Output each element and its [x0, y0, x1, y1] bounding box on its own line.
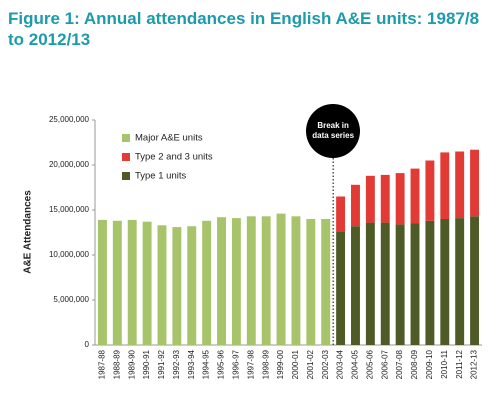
bar: [351, 184, 360, 227]
bar: [172, 227, 182, 345]
x-tick-label: 2010-11: [440, 349, 449, 378]
x-tick-label: 1994-95: [202, 349, 211, 379]
bar: [440, 152, 450, 219]
bar: [202, 220, 212, 345]
bar: [380, 174, 390, 223]
x-tick-label: 2008-09: [410, 349, 419, 379]
x-tick-label: 2009-10: [425, 349, 434, 379]
bar: [157, 225, 167, 345]
bar: [261, 216, 271, 345]
bar: [231, 218, 241, 345]
x-tick-label: 1988-89: [112, 349, 121, 379]
bar: [276, 213, 286, 345]
y-tick-label: 10,000,000: [49, 250, 90, 259]
x-tick-label: 1993-94: [187, 349, 196, 379]
bar: [470, 149, 480, 217]
y-tick-label: 5,000,000: [53, 295, 89, 304]
legend-label: Major A&E units: [135, 133, 203, 144]
y-tick-label: 15,000,000: [49, 205, 90, 214]
bar: [351, 226, 360, 345]
x-tick-label: 1992-93: [172, 349, 181, 379]
y-tick-label: 0: [85, 340, 90, 349]
x-tick-label: 2006-07: [380, 349, 389, 379]
bar: [455, 151, 465, 219]
bar: [291, 216, 301, 345]
bar: [395, 224, 405, 345]
bar: [112, 220, 122, 345]
x-tick-label: 1990-91: [142, 349, 151, 379]
bar: [410, 223, 420, 345]
y-tick-label: 25,000,000: [49, 115, 90, 124]
x-tick-label: 2002-03: [321, 349, 330, 379]
bar: [365, 222, 375, 345]
bar: [321, 219, 331, 345]
bar: [380, 222, 390, 345]
x-tick-label: 1991-92: [157, 349, 166, 379]
bar: [395, 173, 405, 225]
x-tick-label: 2005-06: [365, 349, 374, 379]
bar: [410, 168, 420, 224]
chart-title: Figure 1: Annual attendances in English …: [8, 9, 480, 49]
x-tick-label: 2003-04: [336, 349, 345, 379]
bar: [127, 219, 137, 345]
bar: [425, 160, 435, 221]
x-tick-label: 1999-00: [276, 349, 285, 379]
x-tick-label: 1996-97: [232, 349, 241, 379]
bar: [455, 218, 465, 345]
x-tick-label: 2004-05: [351, 349, 360, 379]
legend-swatch: [122, 134, 130, 142]
bar: [440, 219, 450, 345]
x-tick-label: 2001-02: [306, 349, 315, 379]
legend-swatch: [122, 153, 130, 161]
legend-label: Type 1 units: [135, 171, 186, 182]
annotation: Break in data series: [306, 104, 361, 158]
bar: [470, 216, 480, 345]
x-tick-label: 1987-88: [98, 349, 107, 379]
bar: [306, 219, 316, 345]
bar: [336, 231, 346, 345]
y-axis-label: A&E Attendances: [23, 190, 34, 274]
x-tick-label: 2007-08: [395, 349, 404, 379]
x-tick-label: 2011-12: [455, 349, 464, 378]
legend-label: Type 2 and 3 units: [135, 152, 213, 163]
bar: [97, 219, 107, 345]
bar: [246, 216, 256, 345]
legend-swatch: [122, 172, 130, 180]
bar: [187, 226, 197, 345]
x-tick-label: 1998-99: [261, 349, 270, 379]
bar: [217, 217, 226, 345]
bar: [336, 196, 346, 232]
bar: [142, 221, 152, 345]
bar: [365, 175, 375, 223]
bar: [425, 220, 435, 345]
x-tick-label: 1995-96: [217, 349, 226, 379]
x-tick-label: 1997-98: [246, 349, 255, 379]
x-tick-label: 2000-01: [291, 349, 300, 379]
y-tick-label: 20,000,000: [49, 160, 90, 169]
x-tick-label: 2012-13: [470, 349, 479, 379]
x-tick-label: 1989-90: [127, 349, 136, 379]
